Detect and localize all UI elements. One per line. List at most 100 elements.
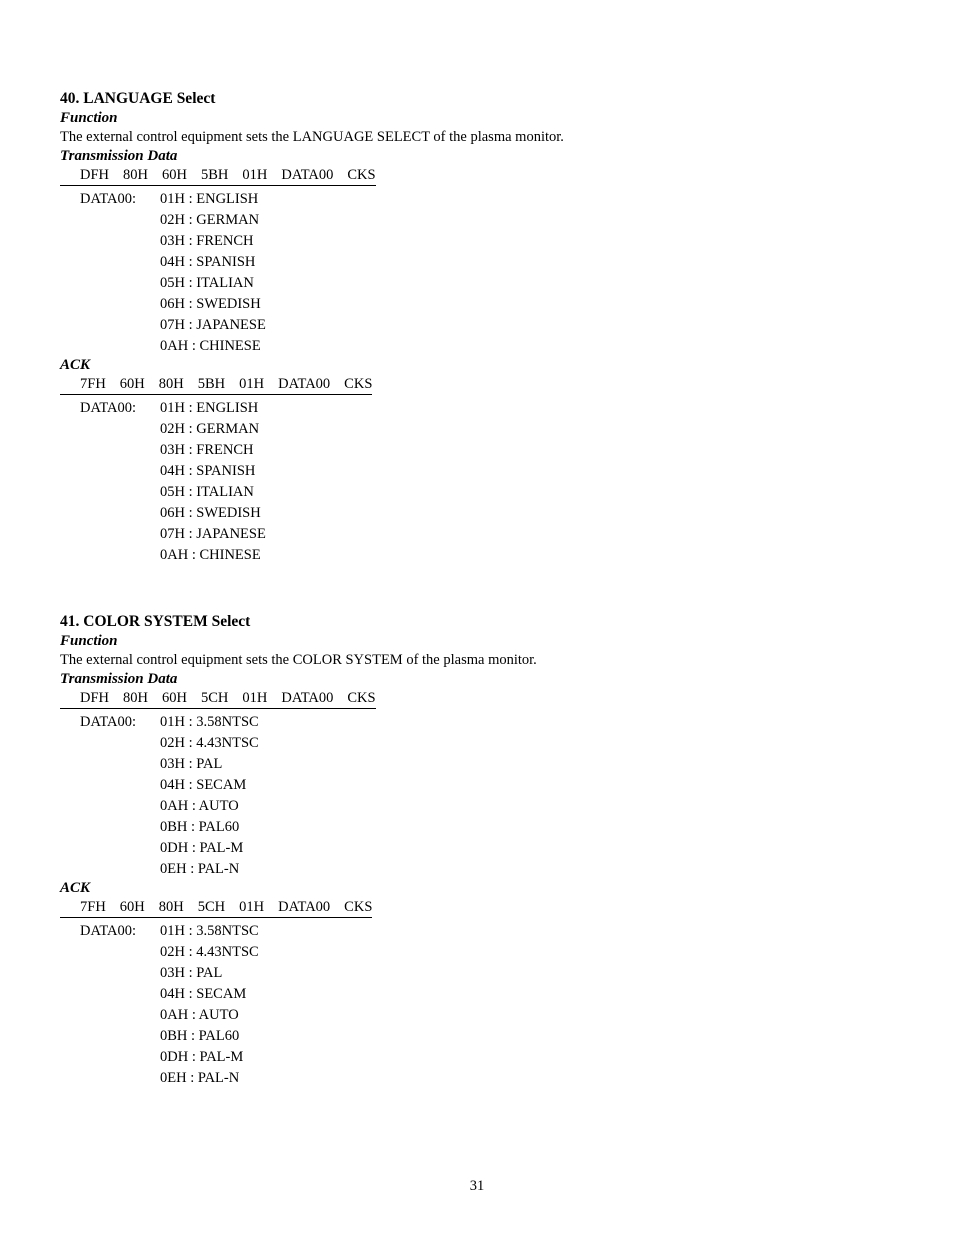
section-40: 40. LANGUAGE Select Function The externa… xyxy=(60,90,894,566)
packet-cell: 60H xyxy=(162,690,187,707)
data-row: 0AH : CHINESE xyxy=(80,336,894,357)
data-value: 07H : JAPANESE xyxy=(160,524,266,545)
ack-label-41: ACK xyxy=(60,880,894,897)
data-value: 0BH : PAL60 xyxy=(160,817,239,838)
data-row: 0DH : PAL-M xyxy=(80,1047,894,1068)
packet-cell: 60H xyxy=(162,167,187,184)
data-row: 02H : GERMAN xyxy=(80,419,894,440)
function-text-40: The external control equipment sets the … xyxy=(60,129,894,146)
data-row: DATA00: 01H : 3.58NTSC xyxy=(80,712,894,733)
packet-cell: 5BH xyxy=(198,376,225,393)
ack-data-41: DATA00: 01H : 3.58NTSC 02H : 4.43NTSC 03… xyxy=(60,921,894,1089)
ack-packet-40: 7FH 60H 80H 5BH 01H DATA00 CKS xyxy=(60,376,372,395)
packet-cell: DFH xyxy=(80,690,109,707)
transmission-packet-40: DFH 80H 60H 5BH 01H DATA00 CKS xyxy=(60,167,376,186)
packet-cell: 5BH xyxy=(201,167,228,184)
transmission-data-40: DATA00: 01H : ENGLISH 02H : GERMAN 03H :… xyxy=(60,189,894,357)
packet-cell: 60H xyxy=(120,376,145,393)
data-row: DATA00: 01H : 3.58NTSC xyxy=(80,921,894,942)
data-row: 07H : JAPANESE xyxy=(80,315,894,336)
data-row: DATA00: 01H : ENGLISH xyxy=(80,398,894,419)
transmission-packet-41: DFH 80H 60H 5CH 01H DATA00 CKS xyxy=(60,690,376,709)
packet-cell: 80H xyxy=(159,899,184,916)
packet-cell: 80H xyxy=(159,376,184,393)
packet-cell: 7FH xyxy=(80,899,106,916)
section-41: 41. COLOR SYSTEM Select Function The ext… xyxy=(60,613,894,1089)
data-row: 04H : SPANISH xyxy=(80,461,894,482)
function-label-40: Function xyxy=(60,110,894,127)
data-value: 03H : FRENCH xyxy=(160,231,253,252)
data-row: 03H : PAL xyxy=(80,963,894,984)
data-value: 03H : PAL xyxy=(160,963,222,984)
packet-cell: CKS xyxy=(344,899,372,916)
data-row: 04H : SECAM xyxy=(80,775,894,796)
function-label-41: Function xyxy=(60,633,894,650)
data-row: 02H : GERMAN xyxy=(80,210,894,231)
packet-cell: CKS xyxy=(347,690,375,707)
packet-cell: 01H xyxy=(239,899,264,916)
data-value: 0EH : PAL-N xyxy=(160,859,239,880)
data-value: 06H : SWEDISH xyxy=(160,503,261,524)
data-value: 04H : SECAM xyxy=(160,984,246,1005)
data-value: 0AH : AUTO xyxy=(160,796,239,817)
data-row: 0EH : PAL-N xyxy=(80,859,894,880)
data-value: 04H : SECAM xyxy=(160,775,246,796)
data-row: 03H : FRENCH xyxy=(80,440,894,461)
data-value: 01H : ENGLISH xyxy=(160,398,258,419)
data-value: 0AH : CHINESE xyxy=(160,545,261,566)
transmission-label-41: Transmission Data xyxy=(60,671,894,688)
data-value: 05H : ITALIAN xyxy=(160,273,254,294)
data-row: 0AH : AUTO xyxy=(80,796,894,817)
packet-cell: 01H xyxy=(239,376,264,393)
data-value: 0DH : PAL-M xyxy=(160,1047,243,1068)
data-value: 01H : ENGLISH xyxy=(160,189,258,210)
data-value: 04H : SPANISH xyxy=(160,461,255,482)
data-value: 02H : 4.43NTSC xyxy=(160,733,259,754)
transmission-data-41: DATA00: 01H : 3.58NTSC 02H : 4.43NTSC 03… xyxy=(60,712,894,880)
packet-cell: DATA00 xyxy=(281,167,333,184)
data-row: 03H : FRENCH xyxy=(80,231,894,252)
packet-cell: 80H xyxy=(123,167,148,184)
packet-cell: CKS xyxy=(347,167,375,184)
data-row: 0AH : CHINESE xyxy=(80,545,894,566)
data-value: 06H : SWEDISH xyxy=(160,294,261,315)
data-row: 03H : PAL xyxy=(80,754,894,775)
data-value: 02H : 4.43NTSC xyxy=(160,942,259,963)
data-value: 03H : PAL xyxy=(160,754,222,775)
page-number: 31 xyxy=(0,1178,954,1195)
function-text-41: The external control equipment sets the … xyxy=(60,652,894,669)
data-value: 0BH : PAL60 xyxy=(160,1026,239,1047)
packet-cell: 5CH xyxy=(198,899,225,916)
packet-cell: 01H xyxy=(242,690,267,707)
data-row: 02H : 4.43NTSC xyxy=(80,942,894,963)
data-row: 04H : SECAM xyxy=(80,984,894,1005)
data-value: 0AH : CHINESE xyxy=(160,336,261,357)
data-value: 0DH : PAL-M xyxy=(160,838,243,859)
ack-packet-41: 7FH 60H 80H 5CH 01H DATA00 CKS xyxy=(60,899,372,918)
data-value: 04H : SPANISH xyxy=(160,252,255,273)
data-value: 07H : JAPANESE xyxy=(160,315,266,336)
packet-cell: 5CH xyxy=(201,690,228,707)
section-40-title: 40. LANGUAGE Select xyxy=(60,90,894,108)
data-row: 05H : ITALIAN xyxy=(80,482,894,503)
packet-cell: 01H xyxy=(242,167,267,184)
data-value: 01H : 3.58NTSC xyxy=(160,921,259,942)
data-row: 0DH : PAL-M xyxy=(80,838,894,859)
data-value: 0AH : AUTO xyxy=(160,1005,239,1026)
data-row: 02H : 4.43NTSC xyxy=(80,733,894,754)
data-row: 06H : SWEDISH xyxy=(80,294,894,315)
data-row: 06H : SWEDISH xyxy=(80,503,894,524)
data-row: 0AH : AUTO xyxy=(80,1005,894,1026)
data-row: 05H : ITALIAN xyxy=(80,273,894,294)
packet-cell: 7FH xyxy=(80,376,106,393)
data-value: 05H : ITALIAN xyxy=(160,482,254,503)
data-value: 02H : GERMAN xyxy=(160,210,259,231)
packet-cell: 80H xyxy=(123,690,148,707)
data-value: 02H : GERMAN xyxy=(160,419,259,440)
section-41-title: 41. COLOR SYSTEM Select xyxy=(60,613,894,631)
transmission-label-40: Transmission Data xyxy=(60,148,894,165)
data-value: 03H : FRENCH xyxy=(160,440,253,461)
data-row: 0BH : PAL60 xyxy=(80,1026,894,1047)
data-row: 0BH : PAL60 xyxy=(80,817,894,838)
packet-cell: CKS xyxy=(344,376,372,393)
